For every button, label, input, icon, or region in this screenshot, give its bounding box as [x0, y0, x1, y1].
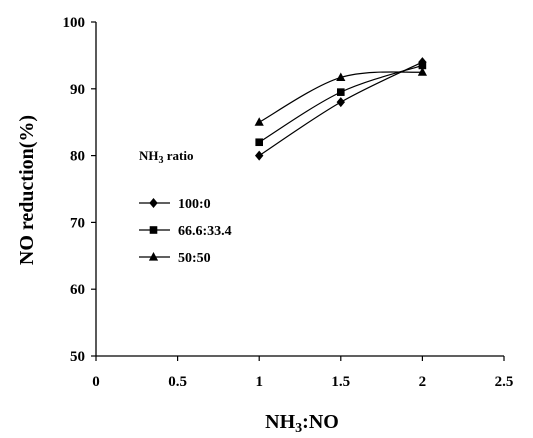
- legend-label: 50:50: [178, 251, 211, 266]
- plot-area: 50 60 70 80 90 100 0 0.5 1 1.5 2 2.5: [63, 15, 514, 390]
- y-tick-label: 100: [63, 15, 86, 31]
- x-tick-label: 2: [419, 374, 427, 390]
- legend-label: 66.6:33.4: [178, 224, 232, 239]
- legend-title: NH3 ratio: [139, 148, 193, 166]
- y-tick-label: 90: [70, 82, 85, 98]
- x-tick-label: 0.5: [168, 374, 187, 390]
- data-point: [255, 138, 263, 147]
- y-tick-label: 60: [70, 282, 85, 298]
- data-point: [418, 61, 427, 70]
- y-axis-title: NO reduction(%): [16, 115, 38, 265]
- legend-swatch-marker: [149, 226, 158, 234]
- y-tick-label: 50: [70, 349, 85, 365]
- legend-swatch-marker: [149, 198, 158, 208]
- data-point: [336, 72, 346, 82]
- y-tick-label: 70: [70, 215, 85, 231]
- x-tick-label: 2.5: [495, 374, 514, 390]
- legend-swatch-marker: [148, 252, 159, 261]
- legend-label: 100:0: [178, 197, 211, 212]
- data-point: [255, 150, 264, 161]
- x-axis-title: NH3:NO: [265, 411, 339, 436]
- data-point: [336, 97, 345, 108]
- x-tick-label: 1: [255, 374, 263, 390]
- data-point: [417, 67, 427, 76]
- x-tick-label: 1.5: [331, 374, 350, 390]
- y-tick-label: 80: [70, 149, 85, 165]
- legend: 100:0 66.6:33.4 50:50: [139, 197, 232, 266]
- data-point: [337, 88, 345, 96]
- x-tick-label: 0: [92, 374, 100, 390]
- data-point: [254, 117, 264, 126]
